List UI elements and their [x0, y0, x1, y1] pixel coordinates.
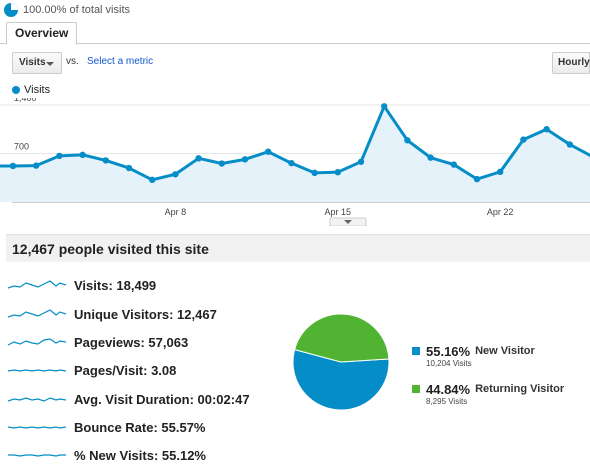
metric-dropdown-label: Visits: [19, 57, 46, 68]
data-point: [566, 141, 573, 148]
data-point: [404, 137, 411, 144]
data-point: [56, 152, 63, 160]
data-point: [79, 151, 86, 159]
sparkline-icon: [8, 309, 66, 318]
pie-slice[interactable]: [294, 313, 390, 363]
metric-label: Avg. Visit Duration: 00:02:47: [74, 391, 250, 407]
summary-header: 12,467 people visited this site: [6, 234, 590, 262]
sparkline-icon: [8, 338, 66, 346]
data-point: [450, 161, 457, 168]
chart-legend: Visits: [12, 83, 50, 97]
pie-slice[interactable]: [293, 348, 390, 411]
summary-title: 12,467 people visited this site: [12, 241, 209, 257]
series-line: [0, 104, 590, 182]
metric-bounce-rate[interactable]: Bounce Rate: 55.57%: [8, 417, 206, 437]
pie-legend-returning-visitor: 44.84% Returning Visitor 8,295 Visits: [412, 381, 564, 407]
vs-label: vs.: [66, 56, 79, 67]
metric-pages-per-visit[interactable]: Pages/Visit: 3.08: [8, 360, 176, 380]
metric-visits[interactable]: Visits: 18,499: [8, 275, 156, 295]
data-point: [241, 156, 249, 163]
pie-segment-icon: [4, 3, 18, 17]
visitor-type-pie-chart[interactable]: [293, 302, 391, 422]
legend-label: Visits: [24, 84, 51, 96]
legend-swatch-icon: [412, 385, 420, 393]
metric-label: % New Visits: 55.12%: [74, 447, 206, 463]
series-dot-icon: [12, 86, 20, 94]
legend-visits: 10,204 Visits: [426, 359, 472, 368]
data-point: [473, 175, 481, 183]
area-fill: [0, 106, 590, 202]
legend-swatch-icon: [412, 347, 420, 355]
segment-indicator[interactable]: 100.00% of total visits: [4, 3, 130, 17]
x-tick-label: Apr 8: [165, 207, 187, 217]
sparkline-icon: [8, 397, 66, 402]
chevron-down-icon: [344, 220, 352, 224]
data-point: [357, 158, 365, 165]
metric-label: Visits: 18,499: [74, 277, 157, 293]
x-tick-label: Apr 15: [325, 207, 352, 217]
metric-avg-visit-duration[interactable]: Avg. Visit Duration: 00:02:47: [8, 389, 250, 409]
data-point: [125, 164, 133, 172]
pie-legend-new-visitor: 55.16% New Visitor 10,204 Visits: [412, 343, 535, 369]
chevron-down-icon: [46, 62, 54, 66]
legend-percent: 55.16%: [426, 343, 471, 359]
sparkline-icon: [8, 426, 66, 429]
data-point: [288, 159, 295, 167]
legend-visits: 8,295 Visits: [426, 397, 468, 406]
metric-unique-visitors[interactable]: Unique Visitors: 12,467: [8, 304, 217, 324]
data-point: [172, 171, 179, 178]
data-point: [497, 168, 504, 176]
sparkline-icon: [8, 454, 66, 457]
segment-label: 100.00% of total visits: [23, 4, 131, 16]
tab-overview[interactable]: Overview: [6, 22, 78, 45]
metric-pageviews[interactable]: Pageviews: 57,063: [8, 332, 188, 352]
select-metric-link[interactable]: Select a metric: [87, 56, 154, 67]
x-tick-label: Apr 22: [487, 207, 514, 217]
data-point: [102, 157, 110, 164]
metric-label: Unique Visitors: 12,467: [74, 306, 217, 322]
legend-name: New Visitor: [475, 345, 535, 357]
data-point: [311, 169, 318, 177]
data-point: [149, 176, 156, 184]
metric-label: Pages/Visit: 3.08: [74, 362, 177, 378]
data-point: [9, 162, 17, 170]
hourly-button[interactable]: Hourly: [552, 52, 590, 74]
tab-bar: Overview: [0, 22, 590, 45]
data-point: [427, 154, 434, 161]
data-point: [381, 103, 388, 110]
data-point: [543, 126, 550, 133]
data-point: [218, 160, 225, 167]
y-tick-label: 1,400: [14, 98, 37, 103]
legend-name: Returning Visitor: [475, 383, 565, 395]
data-point: [265, 148, 272, 155]
legend-percent: 44.84%: [426, 381, 471, 397]
data-point: [520, 136, 527, 143]
sparkline-icon: [8, 369, 66, 372]
chart-controls: Visits vs. Select a metric Hourly: [0, 52, 590, 76]
data-point: [195, 155, 202, 162]
sparkline-icon: [8, 280, 66, 289]
y-tick-label: 700: [14, 141, 29, 151]
visits-line-chart[interactable]: 700 1,400 Apr 8 Apr 15 Apr 22: [0, 98, 590, 226]
metric-dropdown[interactable]: Visits: [12, 52, 62, 74]
metric-new-visits[interactable]: % New Visits: 55.12%: [8, 445, 206, 465]
data-point: [33, 162, 40, 169]
metric-label: Bounce Rate: 55.57%: [74, 419, 206, 435]
data-point: [334, 168, 341, 176]
metric-label: Pageviews: 57,063: [74, 334, 189, 350]
